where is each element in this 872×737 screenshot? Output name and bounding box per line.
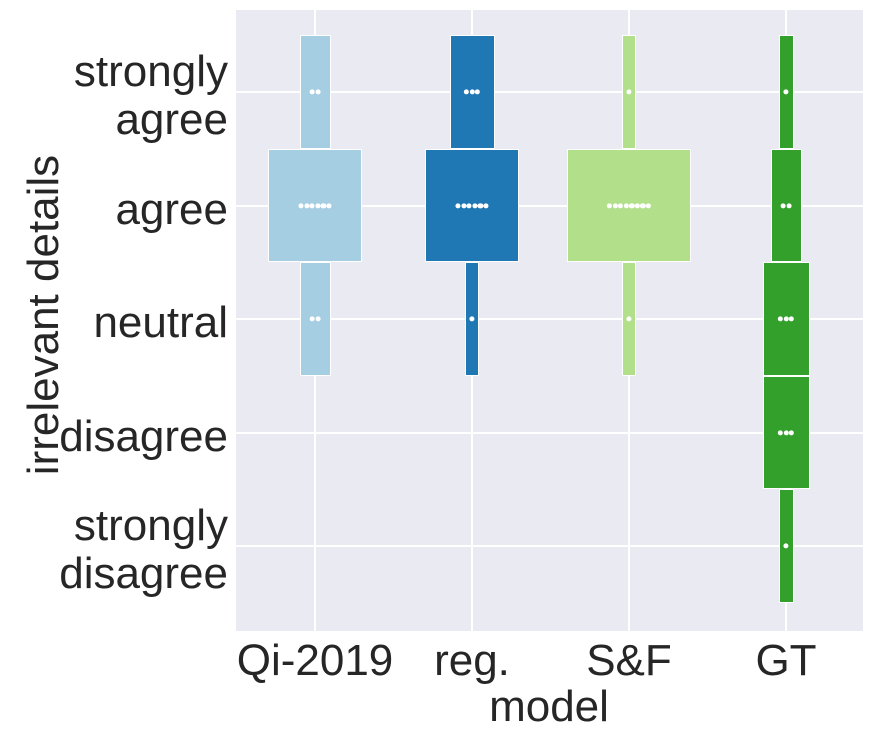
strip-dot bbox=[777, 316, 784, 322]
strip-dot bbox=[304, 202, 310, 209]
strip-dot bbox=[309, 89, 315, 95]
strip-dot bbox=[463, 89, 470, 95]
y-grid-line bbox=[236, 204, 863, 207]
x-axis-label: model bbox=[489, 682, 609, 731]
strip-dot bbox=[315, 316, 321, 322]
strip-dot bbox=[606, 202, 613, 209]
strip-dot-row bbox=[783, 89, 789, 95]
strip-dot bbox=[461, 202, 467, 209]
strip-dot-row bbox=[783, 543, 789, 549]
strip-dot-row bbox=[780, 202, 792, 209]
strip-dot bbox=[483, 202, 489, 209]
strip-dot-row bbox=[298, 202, 332, 209]
strip-dot bbox=[626, 316, 632, 322]
y-tick-label: strongly agree bbox=[73, 47, 228, 144]
strip-dot bbox=[612, 202, 618, 209]
strip-dot bbox=[645, 202, 652, 209]
strip-dot bbox=[469, 316, 475, 322]
strip-dot bbox=[315, 202, 321, 209]
y-tick-label: strongly disagree bbox=[59, 501, 228, 598]
strip-dot-row bbox=[606, 202, 652, 209]
strip-dot bbox=[634, 202, 640, 209]
strip-dot bbox=[623, 202, 629, 209]
strip-dot bbox=[626, 89, 632, 95]
strip-dot bbox=[477, 202, 483, 209]
strip-dot-row bbox=[626, 316, 632, 322]
y-grid-line bbox=[236, 545, 863, 547]
strip-dot-row bbox=[455, 202, 489, 209]
strip-dot bbox=[783, 429, 789, 436]
strip-dot bbox=[455, 202, 461, 209]
y-tick-label: disagree bbox=[59, 411, 228, 461]
y-tick-label: neutral bbox=[93, 298, 228, 347]
boxen-box bbox=[770, 148, 802, 263]
strip-dot bbox=[783, 543, 789, 549]
strip-dot bbox=[326, 202, 332, 209]
boxen-box bbox=[299, 35, 331, 149]
y-grid-line bbox=[236, 431, 863, 434]
y-grid-line bbox=[236, 318, 863, 320]
strip-dot bbox=[629, 202, 635, 209]
x-tick-label: GT bbox=[755, 636, 817, 685]
strip-dot bbox=[780, 202, 786, 209]
strip-dot bbox=[466, 202, 472, 209]
strip-dot bbox=[786, 202, 792, 209]
strip-dot bbox=[309, 316, 315, 322]
x-tick-label: S&F bbox=[586, 636, 672, 685]
strip-dot-row bbox=[626, 89, 632, 95]
strip-dot-row bbox=[777, 316, 795, 322]
strip-dot bbox=[783, 89, 789, 95]
strip-dot-row bbox=[309, 89, 321, 95]
boxen-box bbox=[268, 148, 362, 263]
strip-dot bbox=[777, 429, 784, 436]
strip-dot bbox=[788, 316, 795, 322]
x-tick-label: Qi-2019 bbox=[236, 636, 394, 685]
strip-dot bbox=[783, 316, 789, 322]
strip-dot bbox=[320, 202, 326, 209]
strip-dot bbox=[640, 202, 646, 209]
strip-dot bbox=[309, 202, 315, 209]
strip-dot bbox=[469, 89, 475, 95]
boxen-box bbox=[567, 148, 691, 263]
strip-dot bbox=[315, 89, 321, 95]
plot-area bbox=[236, 10, 863, 631]
strip-dot-row bbox=[463, 89, 481, 95]
strip-dot bbox=[298, 202, 304, 209]
y-grid-line bbox=[236, 91, 863, 93]
strip-dot bbox=[618, 202, 624, 209]
boxen-box bbox=[425, 148, 519, 263]
strip-dot-row bbox=[469, 316, 475, 322]
strip-dot-row bbox=[309, 316, 321, 322]
strip-dot bbox=[788, 429, 795, 436]
strip-dot bbox=[472, 202, 478, 209]
y-tick-label: agree bbox=[115, 184, 228, 234]
strip-dot bbox=[474, 89, 481, 95]
x-tick-label: reg. bbox=[434, 636, 510, 685]
boxen-box bbox=[299, 262, 331, 376]
strip-dot-row bbox=[777, 429, 795, 436]
